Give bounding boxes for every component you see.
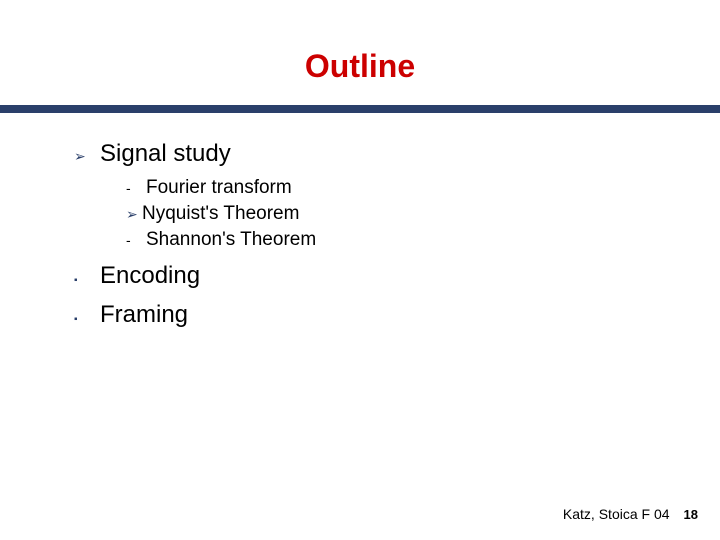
list-item: - Fourier transform — [126, 176, 680, 200]
list-item: ▪ Framing — [74, 301, 680, 334]
list-item-label: Shannon's Theorem — [146, 228, 316, 252]
list-item-label: Fourier transform — [146, 176, 292, 200]
list-item-label: Signal study — [100, 140, 231, 168]
arrow-bullet-icon: ➢ — [74, 142, 100, 170]
slide-footer: Katz, Stoica F 04 18 — [563, 506, 698, 522]
slide-title: Outline — [0, 48, 720, 85]
square-bullet-icon: ▪ — [74, 306, 100, 334]
list-item-label: Nyquist's Theorem — [142, 202, 299, 226]
slide: Outline ➢ Signal study - Fourier transfo… — [0, 0, 720, 540]
dash-bullet-icon: - — [126, 228, 146, 252]
content-area: ➢ Signal study - Fourier transform ➢ Nyq… — [74, 140, 680, 340]
list-item: ➢ Signal study — [74, 140, 680, 170]
footer-source: Katz, Stoica F 04 — [563, 506, 670, 522]
list-item: ▪ Encoding — [74, 262, 680, 295]
title-divider — [0, 105, 720, 113]
list-item-label: Framing — [100, 301, 188, 329]
dash-bullet-icon: - — [126, 176, 146, 200]
square-bullet-icon: ▪ — [74, 267, 100, 295]
sub-list: - Fourier transform ➢ Nyquist's Theorem … — [126, 176, 680, 252]
list-item: ➢ Nyquist's Theorem — [126, 202, 680, 226]
page-number: 18 — [684, 507, 698, 522]
list-item: - Shannon's Theorem — [126, 228, 680, 252]
arrow-bullet-icon: ➢ — [126, 202, 142, 226]
list-item-label: Encoding — [100, 262, 200, 290]
